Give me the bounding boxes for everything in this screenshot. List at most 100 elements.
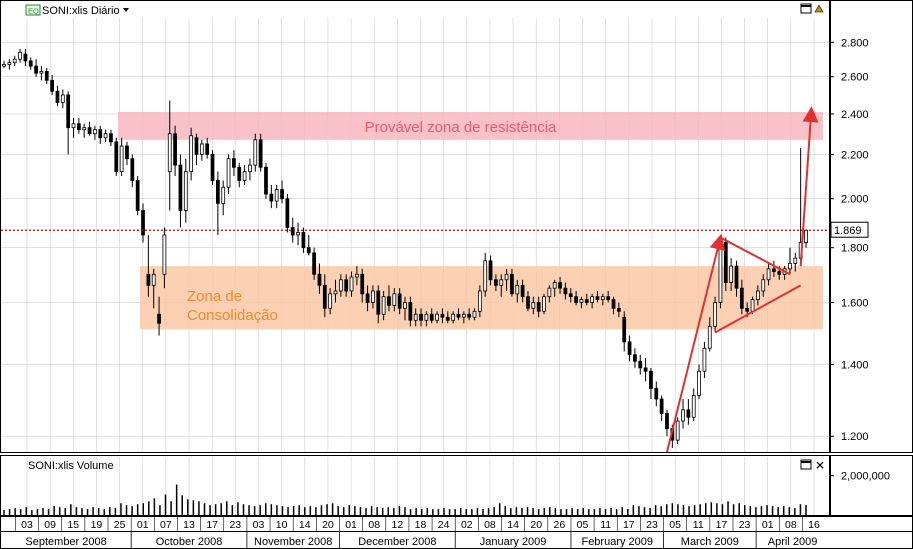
- candle-body: [333, 290, 338, 295]
- candle-body: [71, 123, 76, 129]
- candle-body: [552, 282, 557, 289]
- candle-body: [328, 293, 333, 309]
- candle-body: [424, 313, 429, 321]
- eq-badge: [25, 4, 41, 16]
- candle-body: [280, 189, 284, 200]
- annotation-zones: Provável zona de resistência Zona de Conso…: [118, 112, 823, 330]
- trend-arrow-up: [666, 233, 726, 453]
- candle-body: [173, 133, 177, 166]
- candle-body: [39, 70, 44, 74]
- candle-body: [103, 133, 108, 139]
- volume-close-icon[interactable]: ✕: [815, 459, 825, 473]
- candle-body: [568, 293, 573, 298]
- candle-body: [531, 302, 536, 309]
- candle-body: [435, 313, 439, 321]
- candle-body: [76, 123, 81, 131]
- candle-body: [745, 307, 750, 312]
- volume-panel-title[interactable]: SONI:xlis Volume: [28, 460, 114, 472]
- candle-body: [627, 341, 632, 356]
- price-panel-title[interactable]: SONI:xlis Diário: [42, 5, 120, 17]
- title-dropdown-icon[interactable]: [123, 8, 129, 12]
- day-tick-label: 03: [21, 519, 33, 531]
- day-tick-label: 05: [577, 519, 589, 531]
- day-tick-label: 14: [507, 519, 519, 531]
- day-tick-label: 16: [808, 519, 820, 531]
- candle-body: [761, 279, 766, 292]
- panel-pin-icon[interactable]: [814, 4, 824, 13]
- candle-body: [445, 316, 450, 321]
- candle-body: [681, 409, 685, 422]
- price-tick-label: 1.400: [841, 360, 869, 372]
- candle-body: [264, 166, 268, 195]
- triangle-lower-line: [714, 284, 802, 334]
- candle-body: [563, 287, 568, 295]
- candle-body: [371, 290, 375, 303]
- day-tick-label: 15: [67, 519, 79, 531]
- day-tick-label: 17: [623, 519, 635, 531]
- consolidation-zone-label: Zona de: [187, 288, 242, 305]
- volume-maximize-icon[interactable]: [800, 459, 812, 470]
- resistance-zone-label: Provável zona de resistência: [365, 119, 557, 136]
- candle-body: [274, 189, 279, 202]
- candle-body: [772, 268, 776, 272]
- candle-body: [558, 282, 562, 289]
- day-tick-label: 01: [762, 519, 774, 531]
- candle-body: [494, 279, 498, 286]
- day-tick-label: 20: [322, 519, 334, 531]
- day-tick-label: 08: [785, 519, 797, 531]
- candle-body: [381, 296, 386, 315]
- candle-body: [659, 398, 664, 414]
- candle-body: [467, 313, 472, 318]
- candle-body: [360, 273, 365, 295]
- day-tick-label: 10: [276, 519, 288, 531]
- day-tick-label: 01: [137, 519, 149, 531]
- candle-body: [194, 137, 199, 155]
- panel-maximize-icon[interactable]: [800, 3, 812, 14]
- volume-tick-label: 2,000,000: [841, 471, 890, 483]
- candle-body: [178, 164, 183, 211]
- volume-axis-panel: [830, 455, 913, 516]
- candle-body: [766, 268, 771, 281]
- candle-body: [301, 232, 306, 249]
- candle-body: [403, 302, 407, 309]
- candle-body: [643, 367, 648, 372]
- candle-body: [456, 313, 461, 318]
- candle-body: [451, 313, 455, 321]
- candle-body: [44, 70, 49, 81]
- day-tick-label: 09: [44, 519, 56, 531]
- candle-body: [141, 210, 145, 236]
- candle-body: [499, 279, 504, 286]
- candle-body: [210, 153, 215, 181]
- candle-body: [237, 166, 242, 181]
- price-tick-label: 2.800: [841, 37, 869, 49]
- candle-body: [536, 302, 541, 312]
- candle-body: [793, 257, 798, 264]
- month-label: March 2009: [681, 536, 739, 548]
- candle-body: [28, 60, 33, 67]
- day-tick-label: 19: [91, 519, 103, 531]
- day-tick-label: 17: [206, 519, 218, 531]
- day-tick-label: 03: [253, 519, 265, 531]
- candle-body: [477, 290, 482, 312]
- candle-body: [205, 143, 210, 155]
- price-tick-label: 2.200: [841, 149, 869, 161]
- candle-body: [606, 296, 611, 300]
- day-tick-label: 11: [693, 519, 704, 531]
- candle-body: [526, 296, 530, 309]
- day-tick-label: 24: [438, 519, 450, 531]
- candle-body: [397, 293, 402, 309]
- month-label: November 2008: [254, 536, 332, 548]
- candle-body: [488, 260, 493, 281]
- candle-body: [611, 299, 616, 309]
- price-tick-label: 1.200: [841, 431, 869, 443]
- candle-body: [55, 90, 60, 103]
- price-tick-label: 2.600: [841, 72, 869, 84]
- candle-body: [215, 180, 220, 204]
- day-tick-label: 25: [114, 519, 126, 531]
- candle-body: [338, 279, 343, 292]
- candle-body: [713, 302, 717, 327]
- candle-body: [686, 409, 691, 418]
- candle-body: [429, 313, 434, 321]
- price-tick-label: 2.400: [841, 109, 869, 121]
- day-tick-label: 23: [229, 519, 241, 531]
